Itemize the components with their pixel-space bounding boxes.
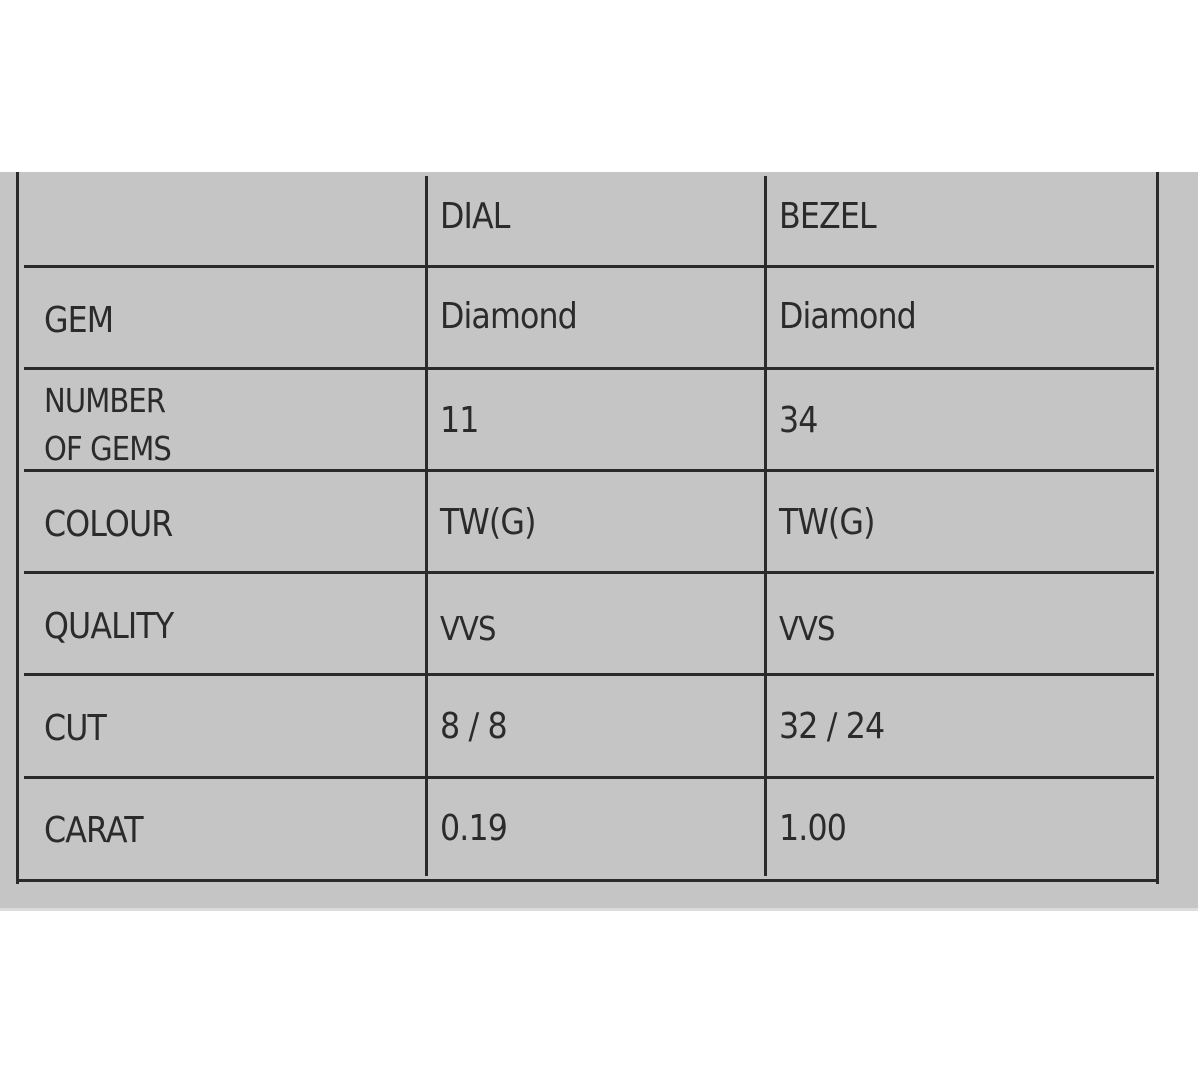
bezel-gem: Diamond	[779, 296, 917, 337]
row-label-number-line1: NUMBER	[44, 381, 166, 420]
dial-colour: TW(G)	[440, 502, 536, 543]
column-divider-dial	[425, 176, 428, 876]
dial-cut: 8 / 8	[440, 706, 508, 747]
row-divider	[24, 469, 1154, 472]
bezel-number: 34	[779, 400, 818, 441]
row-divider	[24, 265, 1154, 268]
dial-number: 11	[440, 400, 479, 441]
bezel-quality: VVS	[779, 609, 835, 648]
row-label-cut: CUT	[44, 708, 107, 749]
row-divider	[24, 673, 1154, 676]
header-dial: DIAL	[440, 196, 510, 237]
row-label-quality: QUALITY	[44, 606, 174, 647]
dial-gem: Diamond	[440, 296, 578, 337]
row-label-gem: GEM	[44, 300, 114, 341]
row-divider	[24, 571, 1154, 574]
row-label-carat: CARAT	[44, 810, 144, 851]
table-right-border	[1156, 172, 1159, 884]
bezel-carat: 1.00	[779, 808, 847, 849]
bezel-cut: 32 / 24	[779, 706, 885, 747]
row-divider	[24, 776, 1154, 779]
column-divider-bezel	[764, 176, 767, 876]
row-divider	[24, 367, 1154, 370]
gem-certificate-card: DIAL BEZEL GEM Diamond Diamond NUMBER OF…	[0, 172, 1198, 911]
row-label-colour: COLOUR	[44, 504, 173, 545]
table-bottom-border	[16, 879, 1159, 882]
bezel-colour: TW(G)	[779, 502, 875, 543]
dial-quality: VVS	[440, 609, 496, 648]
row-label-number-line2: OF GEMS	[44, 429, 172, 468]
header-bezel: BEZEL	[779, 196, 877, 237]
table-left-border	[16, 172, 19, 884]
dial-carat: 0.19	[440, 808, 508, 849]
